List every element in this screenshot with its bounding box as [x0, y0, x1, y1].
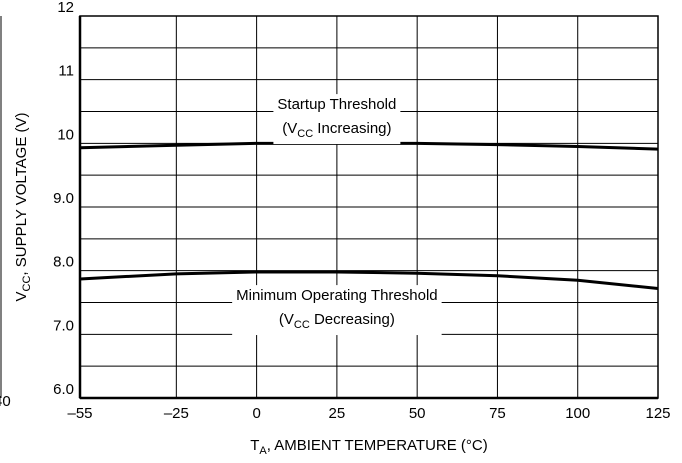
annotation-text-part: (V — [279, 311, 294, 328]
series-line — [79, 141, 659, 151]
x-tick-label: 100 — [565, 405, 590, 422]
y-tick-label: 7.0 — [53, 317, 74, 334]
annotation-text-part: Decreasing) — [310, 311, 395, 328]
x-tick-label: –55 — [67, 405, 92, 422]
y-tick-label: 8.0 — [53, 254, 74, 271]
annotation-background — [232, 285, 442, 336]
x-tick-label: 25 — [329, 405, 346, 422]
y-tick-label: 10 — [57, 126, 74, 143]
annotation: Startup Threshold (VCC Increasing) — [273, 94, 401, 145]
annotation-text: (VCC Increasing) — [282, 120, 391, 140]
annotation-text: (VCC Decreasing) — [279, 311, 395, 331]
annotation-subscript: CC — [297, 128, 313, 140]
series-line — [79, 270, 659, 290]
y-tick-label: 12 — [57, 0, 74, 16]
annotation-text: Startup Threshold — [277, 96, 396, 113]
y-tick-label: 11 — [58, 63, 74, 80]
annotation-text-part: Increasing) — [313, 120, 391, 137]
x-axis-label: TA, AMBIENT TEMPERATURE (°C) — [250, 437, 488, 457]
y-tick-label: 9.0 — [53, 190, 74, 207]
y-axis-label: VCC, SUPPLY VOLTAGE (V) — [13, 112, 33, 301]
y-tick-label: 6.0 — [53, 381, 74, 398]
x-tick-label: 50 — [409, 405, 426, 422]
x-tick-label: 125 — [645, 405, 670, 422]
annotation-text: Minimum Operating Threshold — [236, 287, 437, 304]
annotation-text-part: (V — [282, 120, 297, 137]
annotation-background — [273, 94, 401, 145]
annotation-subscript: CC — [294, 319, 310, 331]
x-tick-label: 0 — [252, 405, 260, 422]
x-tick-label: 75 — [489, 405, 506, 422]
x-tick-label: –25 — [164, 405, 189, 422]
annotation: Minimum Operating Threshold (VCC Decreasi… — [232, 285, 442, 336]
neighbor-fragment: 40 — [0, 393, 11, 410]
